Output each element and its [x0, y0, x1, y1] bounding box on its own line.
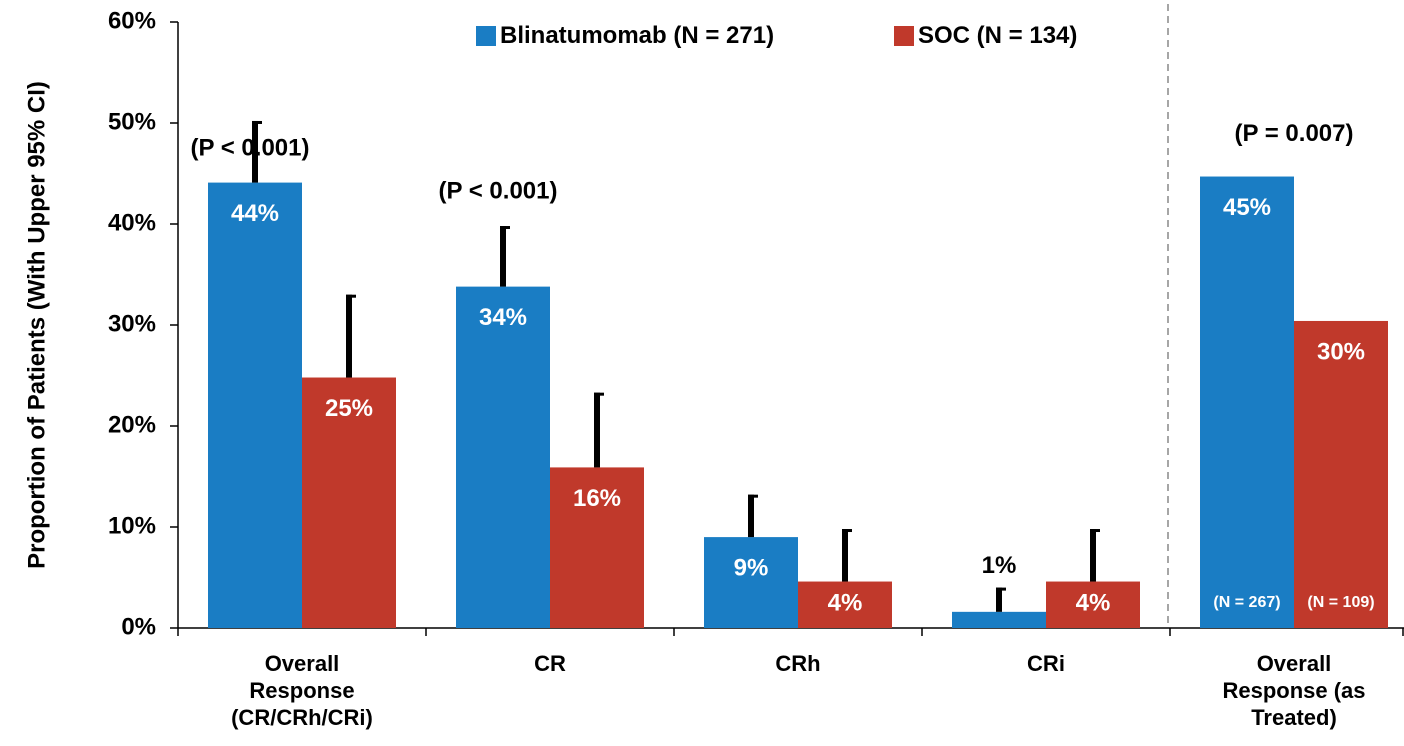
legend-label: SOC (N = 134)	[918, 22, 1078, 49]
value-label: 4%	[828, 589, 863, 616]
x-tick-label: CR	[534, 651, 566, 676]
error-bar	[748, 494, 754, 538]
error-bar	[842, 529, 848, 582]
error-bar	[996, 587, 1002, 612]
y-tick-label: 60%	[108, 7, 156, 34]
n-label: (N = 109)	[1307, 594, 1374, 611]
error-cap	[346, 294, 356, 298]
y-axis-label: Proportion of Patients (With Upper 95% C…	[23, 81, 50, 569]
y-tick-label: 20%	[108, 411, 156, 438]
value-label: 16%	[573, 485, 621, 512]
value-label: 45%	[1223, 194, 1271, 221]
y-tick-label: 10%	[108, 512, 156, 539]
bar	[1200, 176, 1294, 628]
value-label: 25%	[325, 395, 373, 422]
bar	[704, 537, 798, 628]
error-bar	[1090, 529, 1096, 582]
error-bar	[500, 226, 506, 287]
y-tick-label: 0%	[121, 613, 156, 640]
value-label: 34%	[479, 304, 527, 331]
x-tick-label: CRi	[1027, 651, 1065, 676]
legend-label: Blinatumomab (N = 271)	[500, 22, 775, 49]
legend-swatch	[476, 26, 496, 46]
error-cap	[1090, 529, 1100, 533]
bar	[302, 377, 396, 628]
error-bar	[346, 294, 352, 378]
error-cap	[842, 529, 852, 533]
n-label: (N = 267)	[1213, 594, 1280, 611]
bar	[798, 581, 892, 628]
y-tick-label: 30%	[108, 310, 156, 337]
bar	[1046, 581, 1140, 628]
value-label: 30%	[1317, 338, 1365, 365]
legend-swatch	[894, 26, 914, 46]
error-bar	[594, 392, 600, 468]
p-value: (P = 0.007)	[1235, 120, 1354, 147]
bar	[1294, 320, 1388, 628]
bar	[456, 286, 550, 628]
x-tick-label: CRh	[775, 651, 821, 676]
error-cap	[748, 494, 758, 498]
x-tick-label: Overall Response (as Treated)	[1222, 651, 1366, 730]
x-tick-label: Overall Response (CR/CRh/CRi)	[231, 651, 373, 730]
error-cap	[252, 120, 262, 124]
value-label: 4%	[1076, 589, 1111, 616]
value-label: 9%	[734, 554, 769, 581]
p-value: (P < 0.001)	[191, 134, 310, 161]
error-cap	[500, 226, 510, 230]
y-tick-label: 50%	[108, 108, 156, 135]
bar	[208, 182, 302, 628]
p-value: (P < 0.001)	[439, 177, 558, 204]
y-tick-label: 40%	[108, 209, 156, 236]
error-bar	[252, 120, 258, 183]
value-label: 44%	[231, 200, 279, 227]
bar	[550, 467, 644, 628]
error-cap	[996, 587, 1006, 591]
value-label: 1%	[982, 552, 1017, 579]
error-cap	[594, 392, 604, 396]
bar	[952, 611, 1046, 628]
